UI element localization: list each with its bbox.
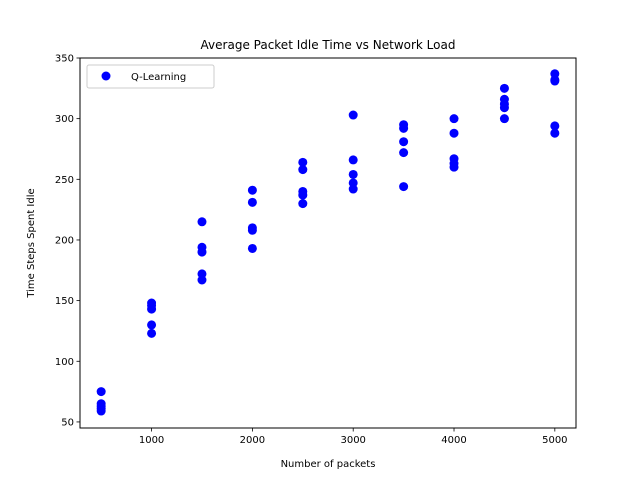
data-point: [348, 155, 358, 165]
y-axis-ticks: 50 100 150 200 250 300 350: [55, 54, 80, 428]
data-point: [399, 137, 409, 147]
y-tick-label: 100: [55, 357, 74, 368]
data-point: [399, 123, 409, 133]
x-tick-label: 5000: [542, 435, 567, 446]
y-tick-label: 300: [55, 114, 74, 125]
y-tick-label: 250: [55, 175, 74, 186]
y-tick-label: 350: [55, 54, 74, 65]
y-axis-label: Time Steps Spent Idle: [26, 188, 37, 298]
data-point: [247, 197, 257, 207]
y-tick-label: 50: [61, 417, 74, 428]
x-axis-ticks: 1000 2000 3000 4000 5000: [139, 428, 568, 446]
data-point: [247, 185, 257, 195]
data-point: [550, 76, 560, 86]
legend-marker: [101, 71, 111, 81]
data-point: [499, 103, 509, 113]
data-point: [449, 162, 459, 172]
data-point: [247, 225, 257, 235]
chart-title: Average Packet Idle Time vs Network Load: [201, 38, 456, 52]
axes-frame: [79, 57, 577, 429]
data-point: [197, 217, 207, 227]
data-point: [348, 110, 358, 120]
x-tick-label: 4000: [441, 435, 466, 446]
data-point: [399, 182, 409, 192]
data-point: [298, 165, 308, 175]
data-point: [550, 128, 560, 138]
legend: Q-Learning: [86, 64, 215, 89]
data-point: [147, 304, 157, 314]
data-point: [298, 199, 308, 209]
data-point: [399, 148, 409, 158]
x-tick-label: 1000: [139, 435, 164, 446]
x-axis-label: Number of packets: [281, 459, 376, 470]
plot-area: [79, 57, 577, 429]
plot-background: [80, 58, 576, 428]
data-point: [147, 320, 157, 330]
legend-label-q-learning: Q-Learning: [131, 72, 186, 83]
data-point: [499, 83, 509, 93]
data-point: [96, 387, 106, 397]
data-point: [197, 247, 207, 257]
data-point: [449, 114, 459, 124]
data-point: [550, 121, 560, 131]
data-point: [499, 114, 509, 124]
data-point: [96, 406, 106, 416]
data-point: [197, 275, 207, 285]
y-tick-label: 200: [55, 235, 74, 246]
x-tick-label: 2000: [240, 435, 265, 446]
data-point: [348, 184, 358, 194]
data-point: [298, 157, 308, 167]
y-tick-label: 150: [55, 296, 74, 307]
legend-box: [86, 64, 215, 89]
data-point: [147, 328, 157, 338]
x-tick-label: 3000: [340, 435, 365, 446]
data-point: [247, 243, 257, 253]
data-point: [298, 190, 308, 200]
data-point: [348, 169, 358, 179]
data-points: [96, 69, 560, 416]
data-point: [449, 128, 459, 138]
